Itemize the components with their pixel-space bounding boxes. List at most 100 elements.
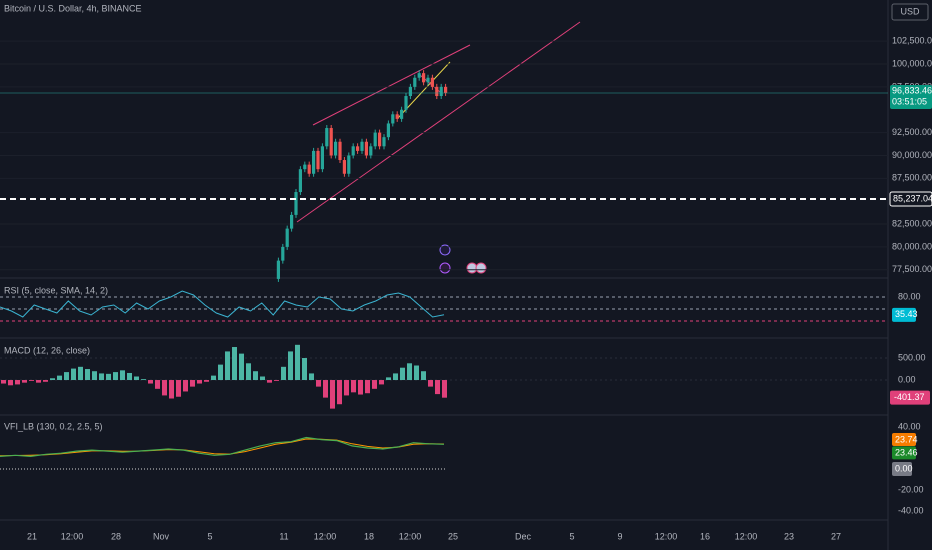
candle bbox=[435, 86, 439, 97]
candle bbox=[290, 214, 294, 229]
candle bbox=[276, 260, 280, 279]
time-label: 21 bbox=[27, 531, 37, 541]
macd-bar bbox=[253, 371, 258, 381]
macd-bar bbox=[15, 380, 20, 385]
icon[interactable] bbox=[439, 244, 451, 256]
macd-bar bbox=[22, 380, 27, 383]
macd-badge bbox=[890, 390, 930, 405]
macd-bar bbox=[57, 375, 62, 381]
candle bbox=[386, 123, 390, 138]
price-tick-label: 87,500.00 bbox=[892, 173, 932, 183]
macd-bar bbox=[337, 380, 342, 405]
macd-bar bbox=[274, 380, 279, 381]
price-tick-label: 100,000.00 bbox=[892, 58, 932, 68]
candle bbox=[360, 141, 364, 151]
macd-bar bbox=[162, 380, 167, 396]
time-label: 28 bbox=[111, 531, 121, 541]
macd-bar bbox=[78, 366, 83, 381]
macd-bar bbox=[29, 380, 34, 381]
candle bbox=[325, 128, 329, 147]
time-label: Dec bbox=[515, 531, 532, 541]
macd-bar bbox=[400, 367, 405, 381]
candle bbox=[356, 146, 360, 151]
time-label: 12:00 bbox=[735, 531, 758, 541]
candle bbox=[347, 155, 351, 174]
time-label: 11 bbox=[279, 531, 288, 541]
time-label: 16 bbox=[700, 531, 710, 541]
flag[interactable] bbox=[475, 262, 487, 274]
candle bbox=[426, 77, 430, 83]
macd-bar bbox=[344, 380, 349, 396]
channel-upper bbox=[312, 44, 471, 126]
icon[interactable] bbox=[439, 262, 451, 274]
candle bbox=[369, 146, 373, 156]
candle bbox=[294, 192, 298, 215]
candle bbox=[329, 128, 333, 156]
macd-tick-label: 0.00 bbox=[898, 374, 916, 384]
vfi-line bbox=[0, 436, 445, 458]
candle bbox=[373, 132, 377, 147]
macd-bar bbox=[302, 358, 307, 381]
candle bbox=[413, 77, 417, 87]
macd-bar bbox=[323, 380, 328, 398]
last-price-badge bbox=[890, 84, 932, 109]
macd-bar bbox=[92, 371, 97, 381]
macd-title: MACD (12, 26, close) bbox=[4, 345, 90, 355]
candle bbox=[422, 73, 426, 83]
macd-bar bbox=[85, 369, 90, 381]
price-tick-label: 77,500.00 bbox=[892, 264, 932, 274]
price-tick-label: 92,500.00 bbox=[892, 127, 932, 137]
macd-bar bbox=[288, 351, 293, 381]
vfi-title: VFI_LB (130, 0.2, 2.5, 5) bbox=[4, 421, 103, 431]
symbol-title: Bitcoin / U.S. Dollar, 4h, BINANCE bbox=[4, 3, 142, 13]
candle bbox=[391, 114, 395, 124]
macd-bar bbox=[239, 353, 244, 381]
macd-bar bbox=[204, 380, 209, 382]
vfi-signal-line bbox=[0, 438, 445, 457]
time-label: 5 bbox=[207, 531, 212, 541]
candle bbox=[316, 150, 320, 170]
time-label: 9 bbox=[617, 531, 622, 541]
currency-box[interactable] bbox=[891, 3, 929, 21]
macd-bar bbox=[113, 372, 118, 381]
price-tick-label: 82,500.00 bbox=[892, 218, 932, 228]
alert-price: 85,237.04 bbox=[893, 193, 932, 203]
candle bbox=[334, 141, 338, 156]
vfi-zero-badge bbox=[892, 461, 912, 476]
candle bbox=[364, 141, 368, 156]
macd-bar bbox=[218, 364, 223, 381]
candle bbox=[382, 137, 386, 147]
macd-bar bbox=[393, 373, 398, 381]
macd-bar bbox=[407, 363, 412, 381]
macd-bar bbox=[120, 370, 125, 381]
rsi-last: 35.43 bbox=[895, 309, 918, 319]
price-tick-label: 80,000.00 bbox=[892, 241, 932, 251]
candle bbox=[303, 164, 307, 170]
macd-bar bbox=[351, 380, 356, 393]
time-label: 23 bbox=[784, 531, 794, 541]
vfi-zero-label: 0.00 bbox=[895, 463, 913, 473]
macd-bar bbox=[50, 378, 55, 381]
price-tick-label: 90,000.00 bbox=[892, 150, 932, 160]
macd-bar bbox=[358, 380, 363, 395]
pane-separators bbox=[0, 0, 889, 550]
candle bbox=[395, 114, 399, 119]
vfi-badge bbox=[892, 446, 916, 460]
macd-bar bbox=[183, 380, 188, 392]
macd-bar bbox=[365, 380, 370, 394]
time-label: Nov bbox=[153, 531, 170, 541]
macd-bar bbox=[309, 373, 314, 381]
countdown: 03:51:05 bbox=[892, 96, 927, 106]
candle bbox=[408, 86, 412, 97]
macd-bar bbox=[106, 373, 111, 381]
vfi-tick-label: -20.00 bbox=[898, 484, 924, 494]
rsi-tick-label: 80.00 bbox=[898, 291, 921, 301]
price-tick-label: 102,500.00 bbox=[892, 36, 932, 46]
time-label: 12:00 bbox=[399, 531, 422, 541]
macd-bar bbox=[71, 368, 76, 381]
macd-bar bbox=[435, 380, 440, 395]
candle bbox=[439, 86, 443, 97]
vfi-tick-label: -40.00 bbox=[898, 505, 924, 515]
macd-bar bbox=[442, 380, 447, 398]
